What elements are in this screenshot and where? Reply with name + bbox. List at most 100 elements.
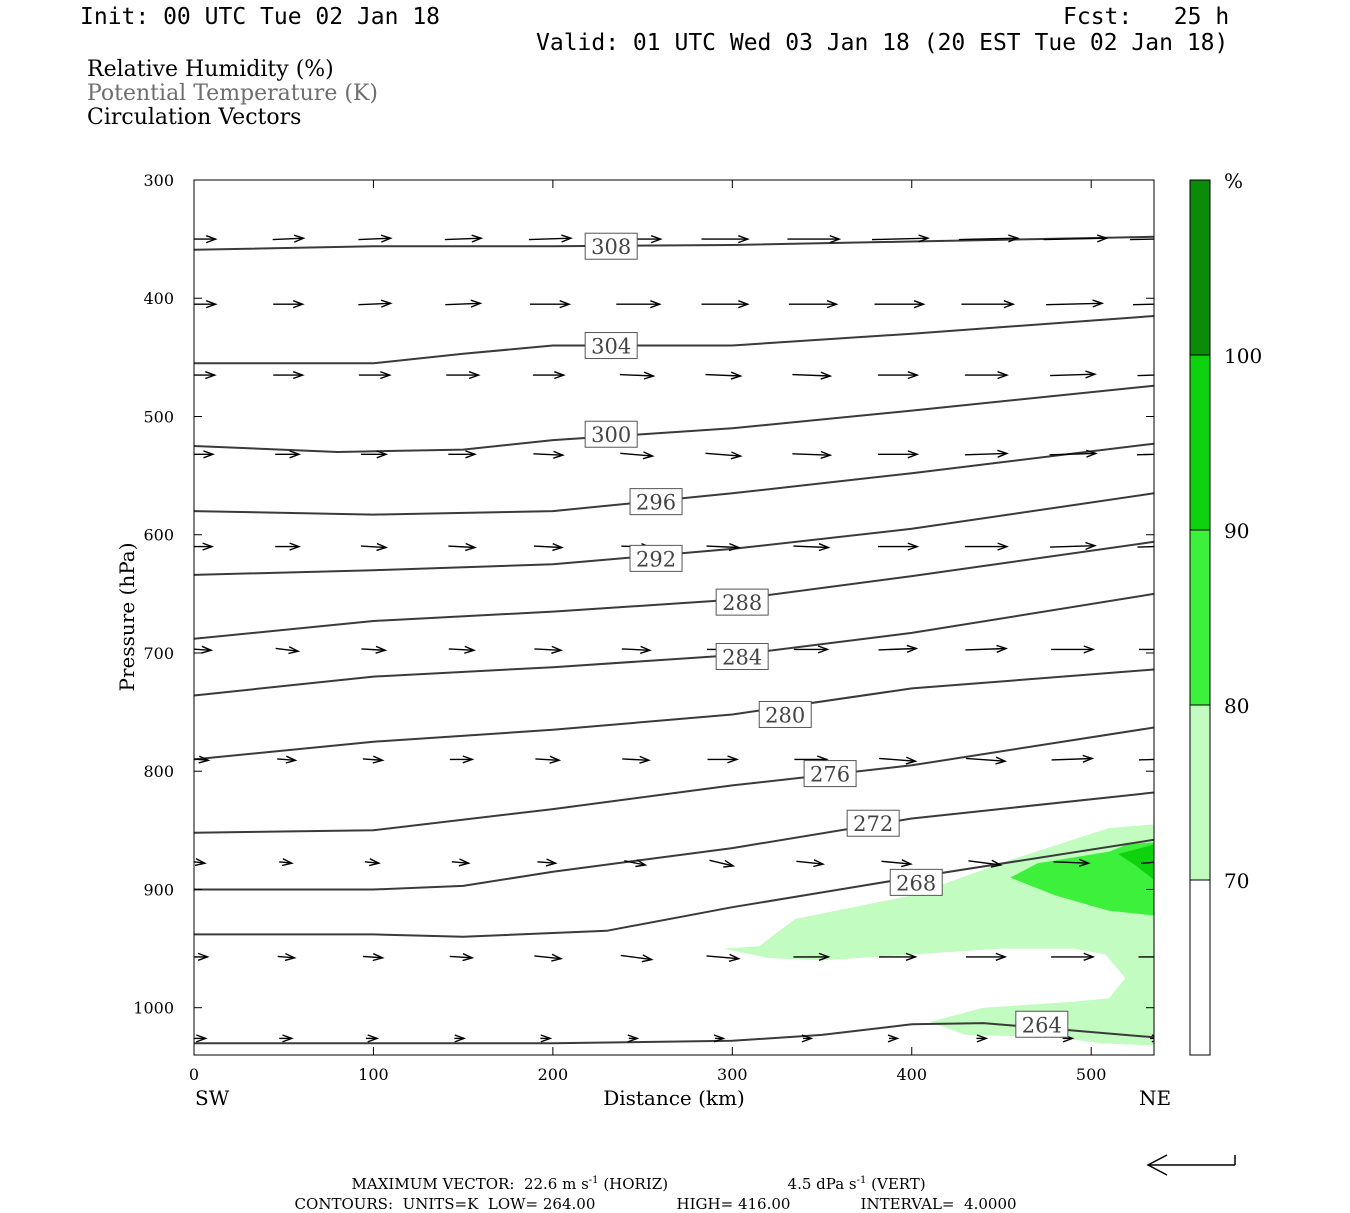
vector-shaft <box>878 757 916 762</box>
theta-contour-304 <box>194 315 1154 365</box>
vector-arrow <box>964 371 1009 380</box>
vector-arrow <box>448 542 477 552</box>
vector-head <box>635 859 648 868</box>
vector-shaft <box>534 955 562 960</box>
vector-shaft <box>362 955 383 959</box>
vector-shaft <box>451 861 469 864</box>
contours-units: UNITS=K <box>402 1195 479 1213</box>
vector-head <box>976 1034 989 1043</box>
vector-shaft <box>362 758 383 761</box>
vector-arrow <box>279 858 294 867</box>
vector-arrow <box>358 299 393 308</box>
vector-arrow <box>279 1034 294 1043</box>
vector-head <box>540 1034 553 1043</box>
vector-head <box>727 755 739 764</box>
vector-head <box>730 451 743 460</box>
vector-shaft <box>796 860 824 865</box>
vector-arrow <box>793 645 830 654</box>
vector-arrow <box>1043 234 1109 243</box>
contour-label-text: 300 <box>591 423 631 447</box>
vector-arrow <box>621 645 652 654</box>
vector-shaft <box>968 860 1001 866</box>
contours-low-label: LOW= <box>487 1195 539 1213</box>
colorbar: 70 80 90 100 <box>1189 179 1262 1056</box>
x-tick-label: 200 <box>538 1065 569 1084</box>
contour-label-text: 284 <box>722 646 762 670</box>
y-tick-label: 900 <box>143 880 174 899</box>
vector-shaft <box>358 237 391 241</box>
x-axis-title: Distance (km) <box>603 1086 745 1110</box>
vector-arrow <box>801 1034 814 1043</box>
vector-shaft <box>448 545 475 549</box>
colorbar-label: 70 <box>1224 869 1249 893</box>
vector-shaft <box>1137 374 1154 377</box>
footer-contours: CONTOURS: UNITS=K LOW= 264.00 <box>285 1177 596 1213</box>
vector-head <box>1085 370 1097 379</box>
vector-head <box>640 645 652 654</box>
vector-head <box>293 234 306 243</box>
theta-contour-280 <box>194 668 1154 761</box>
vector-shaft <box>444 237 482 241</box>
contours-low: 264.00 <box>542 1195 596 1213</box>
vector-arrow <box>1132 303 1154 306</box>
vector-head <box>292 371 305 380</box>
contour-label-box <box>629 544 683 572</box>
vector-shaft <box>533 545 562 549</box>
vector-arrow <box>1136 450 1185 457</box>
vector-head <box>282 1034 294 1043</box>
theta-contour-272 <box>194 791 1154 891</box>
vector-head <box>643 371 656 380</box>
colorbar-label: 80 <box>1224 694 1249 718</box>
vector-arrow <box>1137 374 1154 377</box>
vector-arrow <box>620 954 654 963</box>
vector-head <box>1175 450 1185 457</box>
vector-head <box>380 299 393 308</box>
contour-label-box <box>715 643 769 671</box>
vector-shaft <box>620 452 653 457</box>
vector-arrow <box>535 755 562 764</box>
x-axis-right-end: NE <box>1139 1086 1171 1110</box>
vector-head <box>1003 300 1016 309</box>
contour-label-box <box>629 488 683 516</box>
forecast-hour: Fcst: 25 h <box>1063 4 1230 30</box>
vector-head <box>1173 953 1182 960</box>
max-horiz-value: 22.6 m s <box>523 1175 589 1193</box>
vector-shaft <box>881 860 911 865</box>
vector-head <box>990 859 1003 868</box>
vector-arrow <box>362 953 385 962</box>
vector-arrow <box>788 300 839 309</box>
vector-head <box>901 859 913 868</box>
vector-arrow <box>360 542 389 552</box>
vector-head <box>997 542 1009 551</box>
vector-arrow <box>537 858 558 867</box>
theta-contour-300 <box>194 384 1154 454</box>
vector-arrow <box>879 952 918 961</box>
contours-interval: 4.0000 <box>964 1195 1017 1213</box>
vector-shaft <box>1049 452 1096 456</box>
vector-shaft <box>194 648 212 651</box>
vector-head <box>818 952 831 961</box>
vector-shaft <box>528 237 571 241</box>
contour-label-264: 264 <box>1015 1010 1069 1038</box>
rh-region-90-100 <box>1118 844 1154 880</box>
vector-arrow <box>705 371 743 380</box>
x-axis-left-end: SW <box>195 1086 230 1110</box>
vector-shaft <box>364 861 379 864</box>
x-tick-label: 300 <box>717 1065 748 1084</box>
vector-shaft <box>871 237 929 241</box>
colorbar-segment <box>1189 704 1211 881</box>
vector-head <box>813 859 826 868</box>
vector-arrow <box>701 300 750 309</box>
colorbar-label: 100 <box>1224 344 1262 368</box>
vector-head <box>1086 449 1098 458</box>
vector-arrow <box>887 1034 900 1043</box>
vector-head <box>1078 858 1091 867</box>
vector-shaft <box>965 757 1006 762</box>
vector-arrow <box>194 450 215 459</box>
colorbar-label: 90 <box>1224 519 1249 543</box>
vector-arrow <box>878 756 918 765</box>
vector-head <box>545 858 558 867</box>
theta-contour-288 <box>194 540 1154 640</box>
theta-contour-276 <box>194 726 1154 834</box>
vector-head <box>551 645 564 654</box>
